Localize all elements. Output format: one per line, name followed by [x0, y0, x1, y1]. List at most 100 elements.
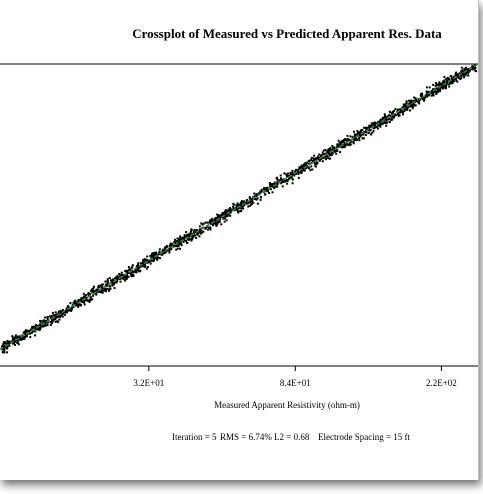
data-point	[373, 126, 376, 129]
data-point	[70, 308, 73, 311]
data-point	[289, 176, 292, 178]
data-point	[251, 198, 254, 201]
data-point	[255, 194, 258, 197]
data-point	[324, 149, 327, 151]
data-point	[359, 135, 362, 138]
data-point	[34, 330, 37, 333]
data-point	[351, 136, 354, 139]
data-point	[228, 210, 231, 213]
data-point	[86, 299, 88, 302]
data-point	[241, 206, 244, 209]
data-point	[222, 212, 225, 215]
data-point	[297, 176, 300, 179]
data-point	[263, 187, 266, 189]
data-point	[164, 247, 166, 249]
data-point	[464, 69, 467, 72]
data-point	[27, 329, 30, 332]
data-point	[38, 327, 41, 330]
data-point	[209, 219, 212, 222]
data-point	[373, 121, 376, 124]
data-point	[408, 105, 411, 108]
data-point	[330, 153, 333, 156]
data-point	[123, 279, 126, 282]
data-point	[357, 132, 360, 135]
data-point	[313, 154, 316, 157]
data-point	[171, 243, 174, 246]
data-point	[140, 265, 143, 268]
data-point	[54, 311, 57, 314]
data-point	[49, 324, 52, 326]
data-point	[198, 230, 201, 233]
data-point	[216, 220, 219, 223]
data-point	[384, 114, 387, 117]
data-point	[364, 134, 367, 136]
data-point	[131, 264, 134, 267]
data-point	[461, 70, 464, 73]
data-point	[81, 300, 84, 303]
x-tick-label: 8.4E+01	[280, 378, 311, 388]
data-point	[93, 290, 96, 293]
data-point	[372, 127, 375, 130]
data-point	[453, 75, 456, 78]
data-point	[438, 81, 441, 84]
data-point	[241, 207, 244, 210]
data-point	[336, 150, 339, 152]
data-point	[239, 202, 242, 205]
data-point	[210, 222, 213, 225]
data-point	[128, 268, 130, 271]
data-point	[383, 120, 386, 123]
data-point	[154, 253, 157, 256]
data-point	[88, 294, 90, 297]
data-point	[353, 130, 355, 133]
data-point	[152, 257, 155, 260]
data-point	[106, 278, 109, 281]
data-point	[75, 302, 78, 305]
data-point	[59, 310, 62, 312]
data-point	[225, 219, 228, 222]
data-point	[46, 316, 49, 319]
data-point	[467, 74, 470, 77]
data-point	[130, 275, 133, 278]
data-point	[218, 219, 221, 222]
data-point	[413, 96, 416, 99]
data-point	[168, 248, 171, 251]
data-point	[95, 292, 98, 295]
data-point	[405, 101, 408, 104]
data-point	[432, 83, 435, 86]
data-point	[260, 190, 263, 193]
data-point	[398, 111, 401, 114]
data-point	[83, 303, 86, 306]
data-point	[141, 262, 144, 265]
data-point	[183, 235, 186, 238]
data-point	[187, 238, 190, 241]
data-point	[51, 320, 54, 323]
data-point	[142, 262, 145, 265]
data-point	[130, 267, 133, 270]
data-point	[58, 318, 61, 321]
data-point	[387, 117, 390, 120]
data-point	[46, 321, 49, 324]
data-point	[116, 280, 119, 283]
data-point	[387, 115, 390, 118]
data-point	[3, 340, 6, 343]
data-point	[82, 292, 85, 295]
data-point	[147, 265, 149, 268]
data-point	[415, 100, 418, 102]
data-point	[24, 330, 27, 333]
data-point	[35, 328, 38, 331]
data-point	[178, 240, 181, 243]
data-point	[347, 139, 350, 142]
data-point	[105, 288, 108, 290]
data-point	[52, 314, 55, 317]
data-point	[170, 244, 173, 247]
data-point	[104, 280, 107, 283]
data-point	[202, 230, 205, 233]
data-point	[339, 144, 342, 147]
data-point	[108, 289, 110, 292]
data-point	[451, 79, 454, 82]
data-point	[311, 168, 314, 171]
data-point	[400, 111, 403, 113]
data-point	[326, 156, 329, 159]
data-point	[67, 306, 70, 309]
data-point	[149, 262, 152, 265]
